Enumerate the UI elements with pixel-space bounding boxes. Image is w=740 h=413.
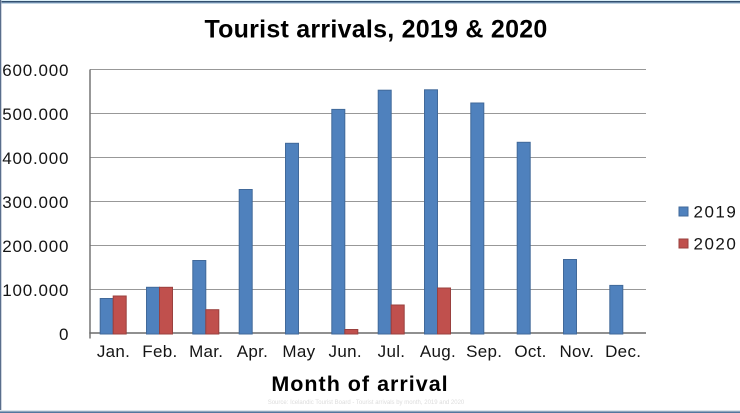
svg-text:Oct.: Oct. <box>514 342 546 361</box>
svg-text:100.000: 100.000 <box>2 281 69 300</box>
svg-text:Nov.: Nov. <box>559 342 594 361</box>
svg-text:Apr.: Apr. <box>237 342 268 361</box>
svg-text:200.000: 200.000 <box>2 237 69 256</box>
svg-text:Aug.: Aug. <box>420 342 456 361</box>
svg-text:Source: Icelandic Tourist Boar: Source: Icelandic Tourist Board - Touris… <box>268 400 465 406</box>
svg-text:600.000: 600.000 <box>2 61 69 80</box>
svg-text:Dec.: Dec. <box>605 342 641 361</box>
svg-text:Feb.: Feb. <box>142 342 177 361</box>
svg-text:400.000: 400.000 <box>2 149 69 168</box>
svg-text:500.000: 500.000 <box>2 105 69 124</box>
svg-text:2019: 2019 <box>694 203 738 222</box>
svg-text:Sep.: Sep. <box>466 342 502 361</box>
svg-text:Jan.: Jan. <box>97 342 130 361</box>
svg-text:2020: 2020 <box>694 235 738 254</box>
svg-text:0: 0 <box>59 325 69 344</box>
svg-text:300.000: 300.000 <box>2 193 69 212</box>
svg-text:Tourist arrivals, 2019 & 2020: Tourist arrivals, 2019 & 2020 <box>204 16 547 44</box>
svg-text:Month of arrival: Month of arrival <box>271 372 448 396</box>
svg-text:Mar.: Mar. <box>189 342 223 361</box>
svg-text:Jun.: Jun. <box>329 342 362 361</box>
svg-text:May: May <box>282 342 315 361</box>
svg-text:Jul.: Jul. <box>378 342 406 361</box>
